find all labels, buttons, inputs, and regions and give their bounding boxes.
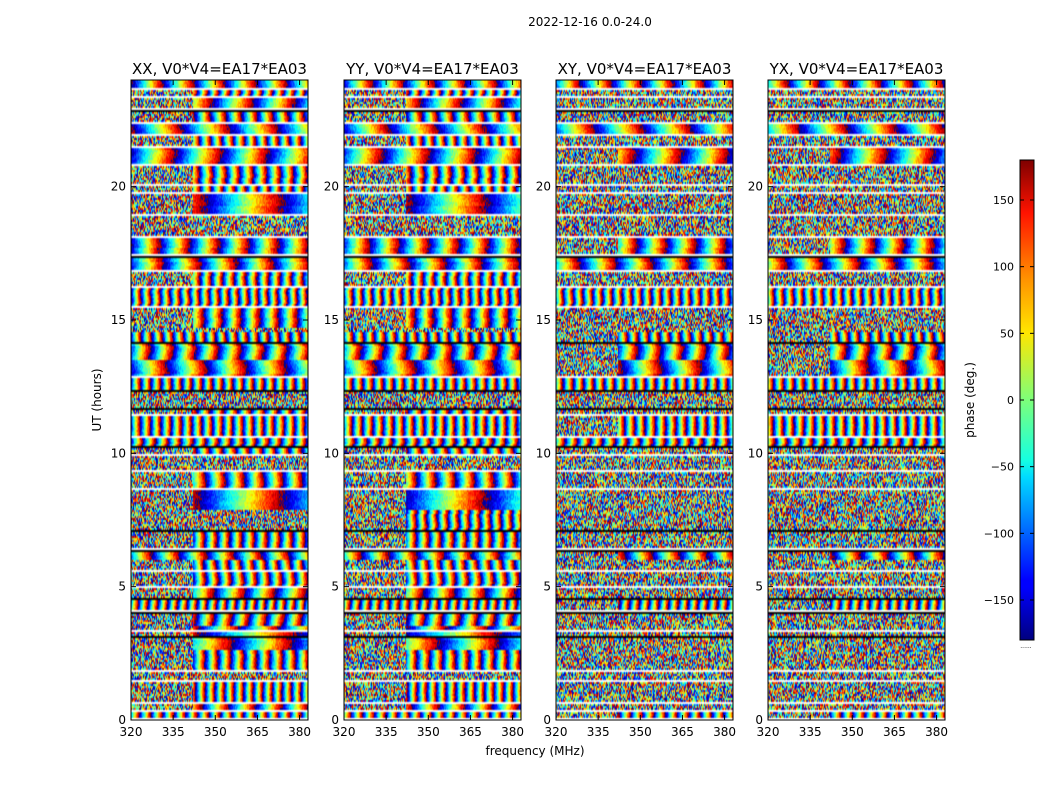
panel-title: XX, V0*V4=EA17*EA03 <box>132 60 307 78</box>
y-tick-label: 20 <box>536 180 551 194</box>
colorbar-label: phase (deg.) <box>963 362 977 438</box>
y-tick-label: 15 <box>536 313 551 327</box>
colorbar-ticks: 150 100 50 0 −50 −100 −150 <box>984 194 1034 607</box>
y-axis-label: UT (hours) <box>90 368 104 431</box>
heatmap-image <box>131 80 308 720</box>
plot-frame <box>130 79 309 721</box>
y-tick-label: 0 <box>331 713 339 727</box>
heatmap-image <box>556 80 733 720</box>
x-tick-label: 335 <box>799 725 822 739</box>
x-tick-label: 365 <box>883 725 906 739</box>
x-tick-label: 365 <box>671 725 694 739</box>
panel-title: XY, V0*V4=EA17*EA03 <box>558 60 732 78</box>
panel-xy: XY, V0*V4=EA17*EA03 320 335 350 365 380 0 5 10 15… <box>536 60 736 739</box>
y-tick-label: 15 <box>748 313 763 327</box>
x-tick-label: 320 <box>545 725 568 739</box>
panels: XX, V0*V4=EA17*EA03 320 335 350 365 380 0 5 10 15… <box>90 60 948 758</box>
plot-frame <box>555 79 734 721</box>
x-tick-label: 380 <box>288 725 311 739</box>
panel-yy: YY, V0*V4=EA17*EA03 320 335 350 365 380 0 5 10 15… <box>324 60 585 758</box>
plot-frame <box>343 79 522 721</box>
x-tick-label: 320 <box>120 725 143 739</box>
y-tick-label: 20 <box>324 180 339 194</box>
x-tick-label: 380 <box>925 725 948 739</box>
x-tick-label: 350 <box>204 725 227 739</box>
panel-yx: YX, V0*V4=EA17*EA03 320 335 350 365 380 0 5 10 15… <box>748 60 948 739</box>
x-tick-label: 335 <box>587 725 610 739</box>
y-tick-label: 10 <box>748 446 763 460</box>
y-tick-label: 10 <box>324 446 339 460</box>
colorbar: 150 100 50 0 −50 −100 −150 phase (deg.) ...... <box>963 159 1035 650</box>
colorbar-tick-label: 150 <box>993 194 1014 207</box>
y-tick-label: 20 <box>111 180 126 194</box>
y-tick-label: 5 <box>118 580 126 594</box>
colorbar-tick-label: 50 <box>1000 327 1014 340</box>
y-tick-label: 0 <box>755 713 763 727</box>
x-tick-label: 320 <box>333 725 356 739</box>
y-tick-label: 5 <box>543 580 551 594</box>
y-tick-label: 20 <box>748 180 763 194</box>
x-tick-label: 320 <box>757 725 780 739</box>
y-tick-label: 15 <box>111 313 126 327</box>
x-tick-label: 335 <box>162 725 185 739</box>
x-tick-label: 380 <box>713 725 736 739</box>
y-tick-label: 5 <box>755 580 763 594</box>
plot-frame <box>767 79 946 721</box>
x-tick-label: 350 <box>629 725 652 739</box>
colorbar-tick-label: 100 <box>993 261 1014 274</box>
heatmap-image <box>768 80 945 720</box>
y-tick-label: 10 <box>111 446 126 460</box>
y-tick-label: 15 <box>324 313 339 327</box>
colorbar-extra-label: ...... <box>1020 643 1032 650</box>
colorbar-tick-label: 0 <box>1007 394 1014 407</box>
y-tick-label: 5 <box>331 580 339 594</box>
x-tick-label: 350 <box>417 725 440 739</box>
figure-title: 2022-12-16 0.0-24.0 <box>528 15 652 29</box>
x-tick-label: 365 <box>246 725 269 739</box>
colorbar-tick-label: −50 <box>991 461 1014 474</box>
x-tick-label: 380 <box>501 725 524 739</box>
y-tick-label: 10 <box>536 446 551 460</box>
panel-xx: XX, V0*V4=EA17*EA03 320 335 350 365 380 0 5 10 15… <box>90 60 311 739</box>
x-tick-label: 335 <box>375 725 398 739</box>
colorbar-tick-label: −150 <box>984 594 1014 607</box>
panel-title: YY, V0*V4=EA17*EA03 <box>345 60 519 78</box>
x-axis-label: frequency (MHz) <box>485 744 584 758</box>
panel-title: YX, V0*V4=EA17*EA03 <box>769 60 944 78</box>
y-tick-label: 0 <box>543 713 551 727</box>
y-tick-label: 0 <box>118 713 126 727</box>
x-tick-label: 365 <box>459 725 482 739</box>
colorbar-tick-label: −100 <box>984 527 1014 540</box>
heatmap-image <box>344 80 521 720</box>
x-tick-label: 350 <box>841 725 864 739</box>
